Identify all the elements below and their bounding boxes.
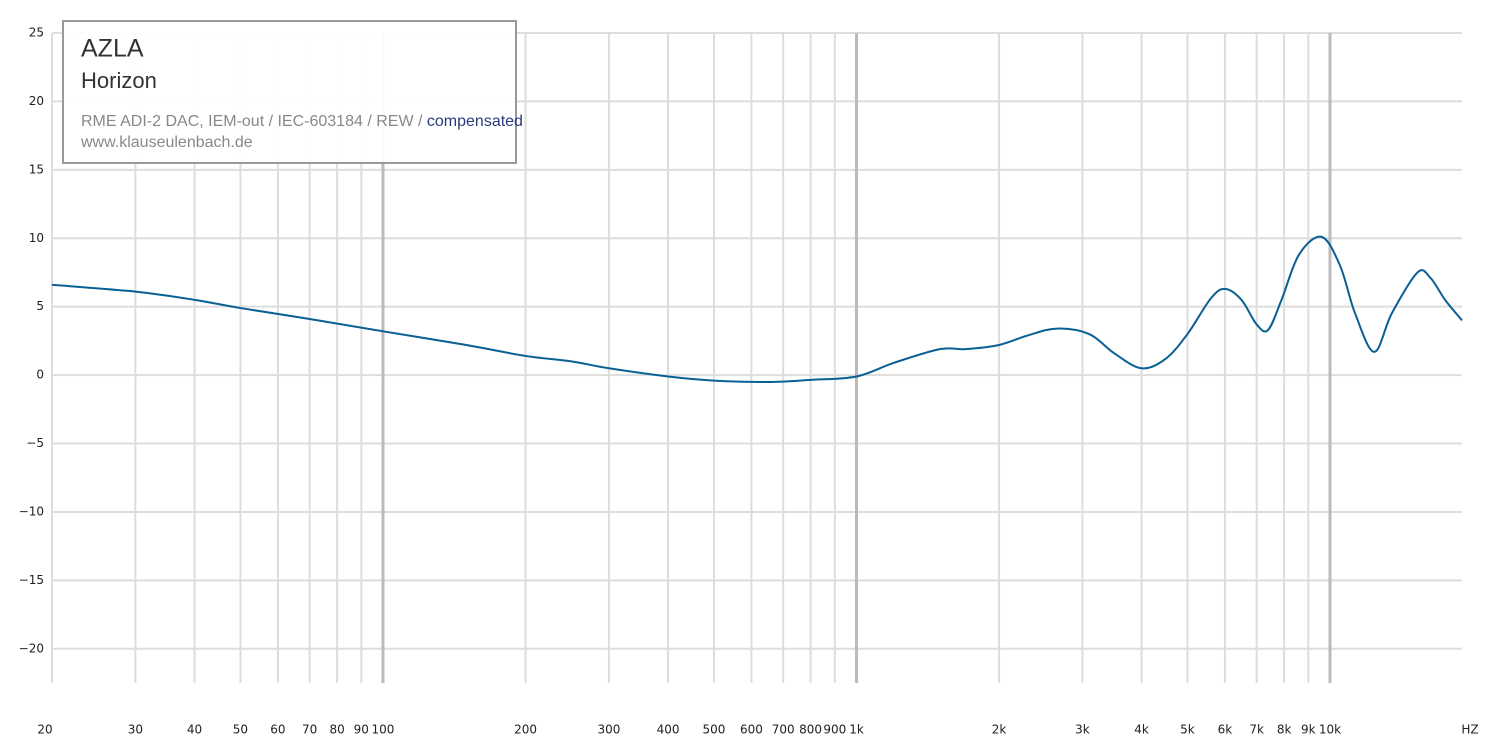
description: RME ADI-2 DAC, IEM-out / IEC-603184 / RE… [81, 113, 523, 130]
y-tick-label: −10 [19, 504, 44, 518]
description-highlight: compensated [427, 113, 523, 130]
description-text: RME ADI-2 DAC, IEM-out / IEC-603184 / RE… [81, 113, 423, 130]
grid: −20 −15 −10 −5 0 5 10 15 20 25 20 30 40 50 60 70 80 90 100… [19, 26, 1462, 737]
x-tick-label: 200 [514, 723, 537, 737]
x-tick-label: 50 [233, 723, 248, 737]
title: AZLA [81, 35, 144, 63]
y-tick-label: 0 [36, 368, 44, 382]
x-tick-label: 900 [823, 723, 846, 737]
source: www.klauseulenbach.de [80, 134, 253, 151]
x-axis-label: HZ [1461, 723, 1478, 737]
x-tick-label: 90 [354, 723, 369, 737]
x-tick-label: 300 [597, 723, 620, 737]
x-tick-label: 6k [1218, 723, 1233, 737]
x-tick-label: 5k [1180, 723, 1195, 737]
x-tick-label: 800 [799, 723, 822, 737]
x-tick-label: 70 [302, 723, 317, 737]
x-tick-label: 4k [1134, 723, 1149, 737]
x-tick-label: 30 [128, 723, 143, 737]
y-tick-label: 10 [29, 231, 44, 245]
x-tick-label: 7k [1249, 723, 1264, 737]
y-tick-label: 20 [29, 94, 44, 108]
response-line [51, 235, 1463, 383]
y-tick-label: 5 [36, 299, 44, 313]
y-tick-label: 25 [29, 26, 44, 40]
x-tick-label: 10k [1319, 723, 1341, 737]
y-tick-label: −15 [19, 573, 44, 587]
x-tick-label: 40 [187, 723, 202, 737]
y-tick-label: 15 [29, 162, 44, 176]
x-tick-label: 3k [1075, 723, 1090, 737]
x-tick-label: 80 [329, 723, 344, 737]
subtitle: Horizon [81, 68, 157, 93]
x-tick-label: 500 [702, 723, 725, 737]
x-tick-label: 8k [1277, 723, 1292, 737]
x-tick-label: 9k [1301, 723, 1316, 737]
y-tick-label: −20 [19, 641, 44, 655]
legend-frame [62, 20, 517, 164]
x-tick-label: 600 [740, 723, 763, 737]
x-tick-label: 700 [772, 723, 795, 737]
y-tick-label: −5 [26, 436, 44, 450]
x-tick-label: 1k [849, 723, 864, 737]
x-tick-label: 100 [372, 723, 395, 737]
legend-box: AZLA Horizon RME ADI-2 DAC, IEM-out / IE… [62, 20, 523, 164]
x-tick-label: 20 [37, 723, 52, 737]
x-tick-label: 60 [270, 723, 285, 737]
plot [51, 235, 1463, 383]
x-tick-label: 2k [992, 723, 1007, 737]
x-tick-label: 400 [657, 723, 680, 737]
